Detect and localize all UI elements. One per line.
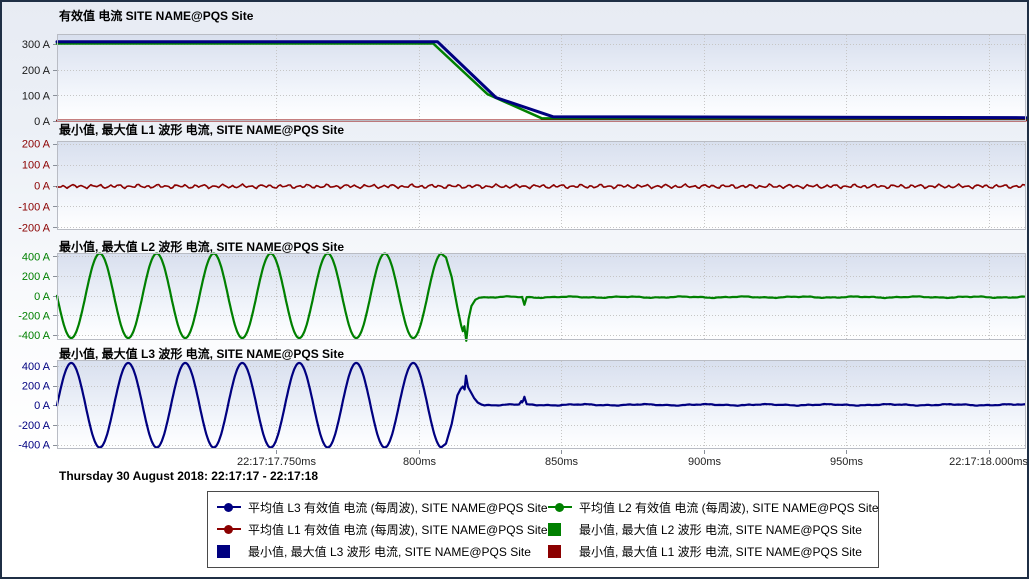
plot-border bbox=[57, 34, 1026, 121]
legend-item-label: 最小值, 最大值 L2 波形 电流, SITE NAME@PQS Site bbox=[579, 522, 862, 537]
y-tick-label: -400 A bbox=[18, 440, 50, 452]
legend-item-l1-wave[interactable]: 最小值, 最大值 L1 波形 电流, SITE NAME@PQS Site bbox=[548, 541, 879, 563]
line-dot-marker-icon bbox=[548, 502, 574, 512]
legend-box: 平均值 L3 有效值 电流 (每周波), SITE NAME@PQS Site … bbox=[207, 491, 879, 568]
chart-title-l1-wave: 最小值, 最大值 L1 波形 电流, SITE NAME@PQS Site bbox=[59, 123, 345, 137]
y-tick-label: -200 A bbox=[18, 420, 50, 432]
plot-border bbox=[57, 360, 1026, 449]
x-tick-label: 850ms bbox=[545, 456, 579, 468]
chart-title-rms: 有效值 电流 SITE NAME@PQS Site bbox=[59, 9, 254, 23]
y-tick-label: -200 A bbox=[18, 310, 50, 322]
line-dot-marker-icon bbox=[217, 502, 243, 512]
series-path bbox=[56, 183, 1026, 190]
legend-column-left: 平均值 L3 有效值 电流 (每周波), SITE NAME@PQS Site … bbox=[217, 496, 548, 563]
plot-border bbox=[57, 253, 1026, 340]
y-tick-label: 100 A bbox=[22, 90, 51, 102]
legend-item-l3-rms[interactable]: 平均值 L3 有效值 电流 (每周波), SITE NAME@PQS Site bbox=[217, 496, 548, 518]
y-tick-label: 200 A bbox=[22, 381, 51, 393]
line-dot-marker-icon bbox=[217, 524, 243, 534]
legend-item-l2-wave[interactable]: 最小值, 最大值 L2 波形 电流, SITE NAME@PQS Site bbox=[548, 518, 879, 540]
legend-item-l1-rms[interactable]: 平均值 L1 有效值 电流 (每周波), SITE NAME@PQS Site bbox=[217, 518, 548, 540]
plot-border bbox=[57, 141, 1026, 230]
legend-item-label: 最小值, 最大值 L1 波形 电流, SITE NAME@PQS Site bbox=[579, 545, 862, 560]
x-tick-label: 950ms bbox=[830, 456, 864, 468]
y-tick-label: 0 A bbox=[34, 400, 51, 412]
square-marker-icon bbox=[217, 545, 243, 559]
y-tick-label: 400 A bbox=[22, 251, 51, 263]
x-tick-label: 22:17:17.750ms bbox=[237, 456, 316, 468]
y-tick-label: -200 A bbox=[18, 222, 50, 234]
legend-item-label: 平均值 L1 有效值 电流 (每周波), SITE NAME@PQS Site bbox=[248, 522, 548, 537]
legend-item-l2-rms[interactable]: 平均值 L2 有效值 电流 (每周波), SITE NAME@PQS Site bbox=[548, 496, 879, 518]
legend-column-right: 平均值 L2 有效值 电流 (每周波), SITE NAME@PQS Site … bbox=[548, 496, 879, 563]
y-tick-label: 300 A bbox=[22, 39, 51, 51]
y-tick-label: 100 A bbox=[22, 160, 51, 172]
series-path bbox=[55, 40, 1027, 120]
chart-title-l3-wave: 最小值, 最大值 L3 波形 电流, SITE NAME@PQS Site bbox=[59, 347, 345, 361]
y-tick-label: 0 A bbox=[34, 181, 51, 193]
time-range-title: Thursday 30 August 2018: 22:17:17 - 22:1… bbox=[59, 469, 319, 483]
chart-title-l2-wave: 最小值, 最大值 L2 波形 电流, SITE NAME@PQS Site bbox=[59, 240, 345, 254]
y-tick-label: -400 A bbox=[18, 330, 50, 342]
legend-item-l3-wave[interactable]: 最小值, 最大值 L3 波形 电流, SITE NAME@PQS Site bbox=[217, 541, 548, 563]
x-tick-label: 22:17:18.000ms bbox=[949, 456, 1028, 468]
legend-item-label: 平均值 L2 有效值 电流 (每周波), SITE NAME@PQS Site bbox=[579, 500, 879, 515]
y-tick-label: 0 A bbox=[34, 291, 51, 303]
legend-item-label: 最小值, 最大值 L3 波形 电流, SITE NAME@PQS Site bbox=[248, 545, 531, 560]
y-tick-label: 200 A bbox=[22, 271, 51, 283]
plot-area[interactable] bbox=[57, 34, 1026, 121]
series-path bbox=[55, 361, 1026, 449]
square-marker-icon bbox=[548, 545, 574, 559]
charts-canvas: 300 A 200 A 100 A 0 A 200 A 100 A 0 A -100 A -20… bbox=[18, 34, 1028, 468]
y-tick-label: 400 A bbox=[22, 361, 51, 373]
y-tick-label: -100 A bbox=[18, 201, 50, 213]
series-path bbox=[55, 252, 1026, 342]
y-tick-label: 0 A bbox=[34, 116, 51, 128]
x-tick-label: 800ms bbox=[403, 456, 437, 468]
legend-item-label: 平均值 L3 有效值 电流 (每周波), SITE NAME@PQS Site bbox=[248, 500, 548, 515]
square-marker-icon bbox=[548, 522, 574, 536]
x-tick-label: 900ms bbox=[688, 456, 722, 468]
y-tick-label: 200 A bbox=[22, 65, 51, 77]
y-tick-label: 200 A bbox=[22, 139, 51, 151]
